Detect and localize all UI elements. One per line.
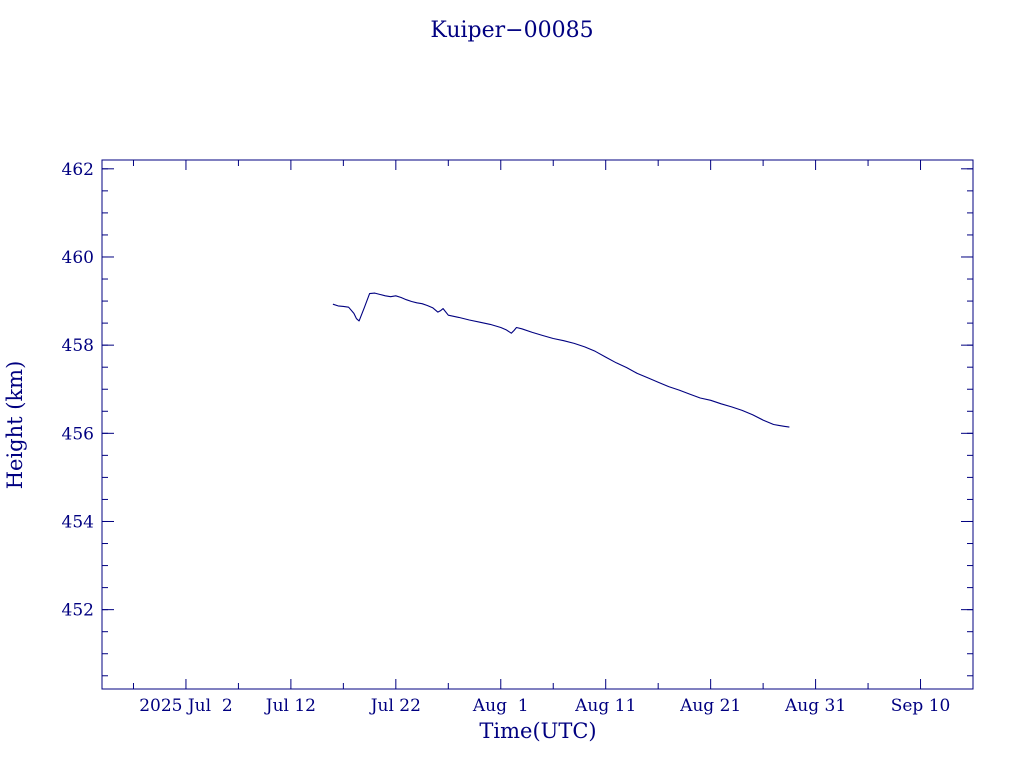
x-axis-title: Time(UTC) — [479, 719, 596, 743]
y-tick-label: 460 — [62, 248, 94, 268]
chart-title: Kuiper−00085 — [430, 18, 593, 43]
axis-ticks — [102, 160, 973, 689]
y-tick-label: 454 — [62, 512, 94, 532]
x-tick-label: Aug 31 — [784, 696, 846, 716]
height-series-line — [332, 292, 790, 428]
y-tick-label: 458 — [62, 336, 94, 356]
x-tick-label: Aug 1 — [472, 696, 529, 716]
y-tick-label: 456 — [62, 424, 94, 444]
tick-labels: 2025 Jul 2 Jul 12 Jul 22 Aug 1 Aug 11 Aug 21 A… — [62, 160, 951, 716]
y-axis-title: Height (km) — [3, 361, 27, 490]
series-layer — [332, 292, 790, 428]
x-tick-label: Jul 12 — [264, 696, 316, 716]
x-tick-label: Jul 22 — [369, 696, 421, 716]
y-tick-label: 452 — [62, 601, 94, 621]
plot-frame — [101, 159, 974, 690]
x-tick-label: Aug 21 — [679, 696, 741, 716]
x-tick-label: Sep 10 — [891, 696, 951, 716]
x-tick-label: Aug 11 — [574, 696, 636, 716]
x-tick-label: 2025 Jul 2 — [139, 696, 233, 716]
y-tick-label: 462 — [62, 160, 94, 180]
